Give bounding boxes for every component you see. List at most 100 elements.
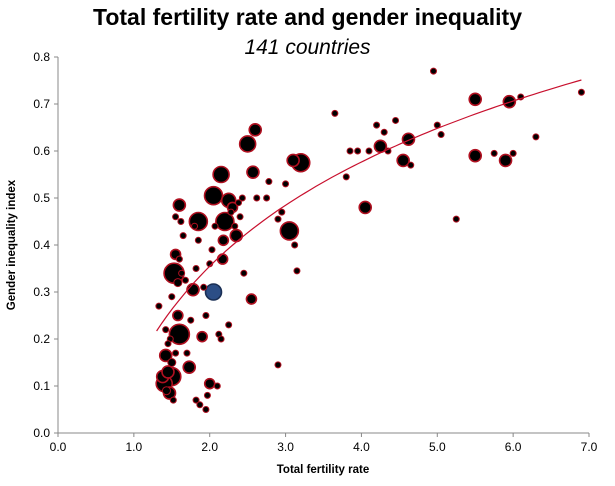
data-point	[401, 132, 416, 147]
data-point	[245, 293, 258, 305]
data-point	[396, 153, 410, 168]
data-point	[253, 194, 261, 202]
x-axis-label: Total fertility rate	[277, 464, 369, 476]
data-point	[203, 377, 216, 390]
data-point	[175, 255, 183, 263]
x-tick-label: 3.0	[277, 440, 294, 454]
data-point	[392, 116, 400, 124]
data-point	[227, 208, 235, 216]
data-point	[179, 232, 187, 240]
data-point	[186, 282, 200, 297]
data-point	[235, 199, 243, 207]
data-point	[177, 218, 185, 225]
data-point	[172, 309, 184, 322]
x-tick-label: 4.0	[353, 440, 370, 454]
data-point	[238, 135, 257, 153]
data-point	[365, 147, 373, 155]
x-tick-label: 7.0	[581, 440, 598, 454]
data-point	[161, 386, 171, 396]
chart-subtitle: 141 countries	[244, 36, 371, 59]
data-point	[212, 165, 230, 184]
data-point	[342, 173, 350, 181]
data-point	[172, 349, 180, 357]
data-point	[407, 161, 415, 169]
data-point	[263, 194, 271, 202]
data-point	[196, 330, 208, 343]
data-point	[373, 121, 381, 129]
data-point	[246, 165, 260, 179]
data-point	[162, 326, 170, 334]
data-point	[216, 253, 229, 265]
data-point	[164, 340, 172, 348]
data-point	[331, 109, 339, 117]
data-point	[532, 133, 540, 141]
data-point	[208, 246, 216, 254]
data-point	[437, 131, 445, 139]
data-point	[187, 316, 195, 324]
data-point	[172, 213, 180, 221]
y-tick-label: 0.8	[33, 50, 50, 64]
data-point	[173, 278, 183, 288]
data-point	[192, 265, 200, 272]
data-point	[172, 198, 187, 212]
data-point	[429, 67, 437, 75]
data-point	[167, 358, 177, 367]
data-point	[202, 312, 210, 319]
data-point	[225, 321, 233, 329]
data-points	[155, 67, 585, 413]
data-point	[286, 153, 300, 168]
data-point	[178, 269, 186, 277]
data-point	[213, 382, 221, 390]
data-point	[168, 293, 176, 301]
data-point	[358, 200, 373, 215]
y-tick-label: 0.1	[33, 379, 50, 393]
data-point	[229, 228, 244, 243]
data-point	[278, 208, 286, 216]
data-point	[168, 323, 191, 346]
data-point	[202, 406, 210, 413]
data-point	[200, 283, 208, 291]
trend-line	[156, 79, 582, 332]
data-point	[236, 213, 244, 221]
axes: 0.0 1.0 2.0 3.0 4.0 5.0 6.0 7.0 0.0 0.1 0.2 0.3 0.4 0…	[33, 50, 597, 454]
x-tick-label: 6.0	[505, 440, 522, 454]
data-point	[196, 401, 204, 409]
data-point	[192, 396, 200, 404]
data-point	[282, 180, 290, 188]
x-tick-label: 1.0	[126, 440, 143, 454]
data-point	[279, 221, 300, 241]
data-point	[217, 335, 225, 343]
x-tick-label: 5.0	[429, 440, 446, 454]
y-tick-label: 0.2	[33, 332, 50, 346]
x-tick-label: 0.0	[50, 440, 67, 454]
data-point	[158, 348, 173, 363]
data-point	[274, 361, 282, 369]
y-tick-label: 0.0	[33, 426, 50, 440]
data-point	[274, 215, 282, 223]
y-tick-label: 0.3	[33, 285, 50, 299]
data-point	[498, 153, 513, 168]
data-point	[265, 178, 273, 186]
data-point	[169, 396, 177, 404]
data-point	[182, 360, 197, 375]
highlighted-point	[204, 283, 223, 301]
data-point	[211, 222, 219, 230]
data-point	[346, 147, 354, 155]
data-point	[217, 234, 230, 247]
data-point	[181, 276, 189, 284]
data-point	[380, 128, 388, 136]
data-point	[238, 194, 246, 202]
data-point	[509, 149, 517, 157]
data-point	[203, 185, 224, 206]
data-point	[183, 349, 191, 357]
data-point	[293, 267, 301, 275]
chart-title: Total fertility rate and gender inequali…	[93, 4, 522, 30]
data-point	[354, 147, 362, 155]
data-point	[203, 391, 211, 399]
y-tick-label: 0.5	[33, 191, 50, 205]
data-point	[240, 269, 248, 277]
data-point	[248, 123, 263, 137]
y-axis-label: Gender inequality index	[6, 179, 18, 310]
data-point	[468, 92, 483, 107]
